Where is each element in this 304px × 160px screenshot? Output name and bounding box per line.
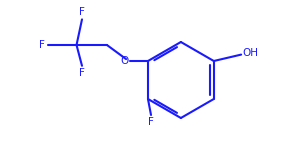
- Text: F: F: [79, 68, 85, 78]
- Text: O: O: [120, 56, 129, 66]
- Text: F: F: [39, 40, 45, 50]
- Text: OH: OH: [243, 48, 259, 58]
- Text: F: F: [79, 7, 85, 17]
- Text: F: F: [148, 117, 154, 127]
